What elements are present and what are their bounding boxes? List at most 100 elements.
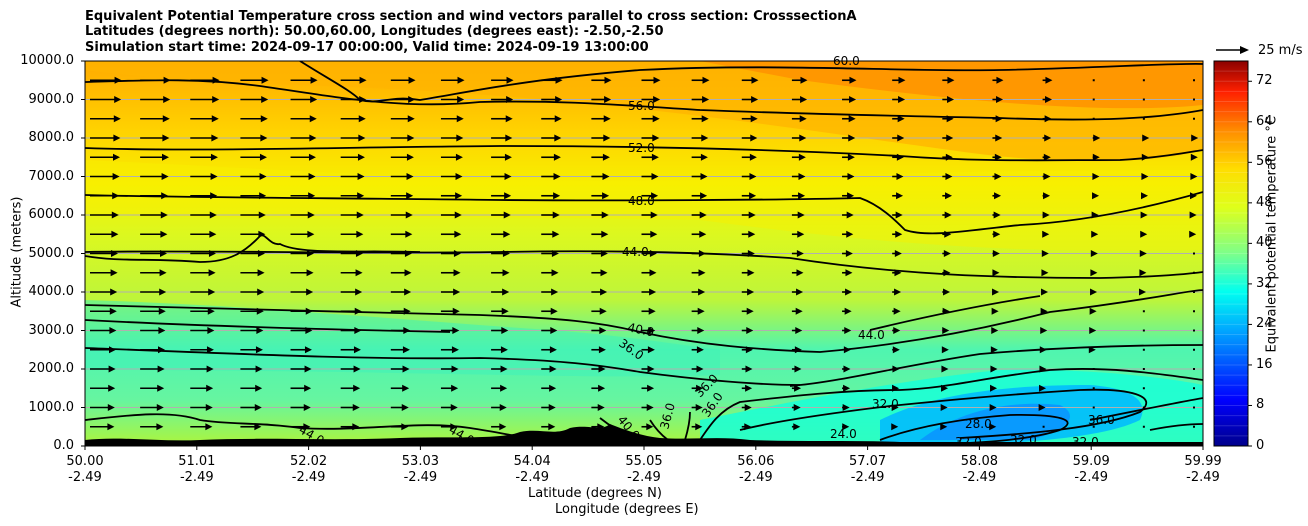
wind-vector xyxy=(1092,98,1095,101)
wind-vector xyxy=(992,269,1000,277)
wind-vector xyxy=(641,384,655,392)
wind-vector xyxy=(591,423,605,431)
wind-vector xyxy=(641,211,658,219)
wind-vector xyxy=(290,288,314,296)
axis-ticks xyxy=(81,60,1252,450)
wind-vector xyxy=(190,115,219,123)
wind-vector xyxy=(791,404,801,411)
wind-vector xyxy=(491,327,509,334)
wind-vector xyxy=(140,365,165,373)
x-tick-label: 56.06 -2.49 xyxy=(726,454,786,486)
wind-vector xyxy=(741,288,755,296)
y-tick-label: 8000.0 xyxy=(28,130,75,145)
wind-vector xyxy=(1042,173,1051,180)
wind-vector xyxy=(340,365,361,373)
wind-vector xyxy=(1040,327,1048,334)
wind-vector xyxy=(1142,98,1145,101)
wind-vector xyxy=(1142,368,1145,370)
wind-vector xyxy=(691,423,703,431)
wind-vector xyxy=(491,153,512,161)
wind-vector xyxy=(440,423,458,431)
x-tick-label: 54.04 -2.49 xyxy=(502,454,562,486)
wind-vector xyxy=(591,173,610,180)
contour-48 xyxy=(85,191,1203,235)
wind-vector xyxy=(440,307,460,315)
wind-vector xyxy=(741,76,759,84)
wind-vector xyxy=(842,346,851,354)
wind-vector xyxy=(892,365,900,373)
wind-vector xyxy=(741,211,756,219)
wind-vector xyxy=(190,211,217,219)
y-tick-label: 9000.0 xyxy=(28,91,75,107)
wind-vector xyxy=(541,384,557,392)
contour-label: 36.0 xyxy=(657,401,677,430)
wind-vector xyxy=(1193,368,1195,370)
wind-vector xyxy=(541,230,560,238)
wind-vector xyxy=(1038,404,1046,411)
colorbar-tick-label: 56 xyxy=(1256,154,1273,170)
wind-vector xyxy=(390,365,410,373)
wind-vector xyxy=(741,153,757,161)
contour-44 xyxy=(85,250,1203,279)
wind-vector xyxy=(842,384,851,392)
wind-vector xyxy=(892,230,903,238)
wind-vector xyxy=(541,96,563,103)
wind-vector xyxy=(140,76,171,84)
wind-vector xyxy=(390,346,410,354)
contour-label: 32.0 xyxy=(1010,433,1037,447)
wind-vector xyxy=(440,365,459,373)
wind-vector xyxy=(491,173,512,180)
wind-vector xyxy=(942,76,955,84)
wind-vector xyxy=(741,173,757,180)
wind-vector xyxy=(1141,173,1149,180)
wind-vector xyxy=(491,384,508,392)
wind-vector xyxy=(541,192,561,200)
wind-vector xyxy=(892,269,902,277)
wind-vector xyxy=(741,250,755,257)
wind-vector xyxy=(390,327,411,334)
wind-vector xyxy=(1193,348,1195,351)
wind-vector xyxy=(1142,117,1145,120)
wind-vector xyxy=(340,115,366,123)
wind-key-label: 25 m/s xyxy=(1258,43,1303,58)
wind-vector xyxy=(942,115,954,123)
x-axis-label-latitude: Latitude (degrees N) xyxy=(528,486,662,501)
x-tick-label-longitude: -2.49 xyxy=(850,470,885,485)
wind-vector xyxy=(591,211,609,219)
wind-vector xyxy=(90,153,120,161)
wind-vector xyxy=(190,365,214,373)
wind-vector xyxy=(140,384,165,392)
wind-vector xyxy=(190,76,220,84)
wind-vector xyxy=(791,211,805,219)
wind-vector xyxy=(440,153,463,161)
wind-vector xyxy=(290,269,314,277)
wind-vector xyxy=(892,115,905,123)
colorbar-tick-label: 72 xyxy=(1256,73,1273,89)
wind-vector xyxy=(992,96,1004,103)
wind-vector xyxy=(1142,79,1145,82)
wind-vector xyxy=(491,346,508,354)
wind-vector xyxy=(491,96,514,103)
wind-vector xyxy=(1042,134,1052,142)
wind-vector xyxy=(340,384,361,392)
wind-vector xyxy=(1042,115,1052,123)
wind-vector xyxy=(791,96,808,103)
wind-vector xyxy=(641,76,661,84)
wind-vector xyxy=(1142,348,1145,351)
x-tick-label-longitude: -2.49 xyxy=(962,470,997,485)
wind-vector xyxy=(691,96,710,103)
dark-orange-top-region xyxy=(700,61,1203,109)
wind-vector xyxy=(90,211,119,219)
wind-vector xyxy=(1189,211,1197,219)
wind-vector xyxy=(240,153,267,161)
wind-vector xyxy=(340,76,367,84)
wind-vector xyxy=(1193,79,1195,82)
wind-vector xyxy=(691,384,704,392)
wind-vector xyxy=(1042,425,1045,428)
contour-label: 40.0 xyxy=(626,320,655,339)
wind-vector xyxy=(992,250,1000,257)
contour-44-low xyxy=(85,413,541,440)
wind-vector xyxy=(190,173,218,180)
wind-vector xyxy=(691,365,704,373)
